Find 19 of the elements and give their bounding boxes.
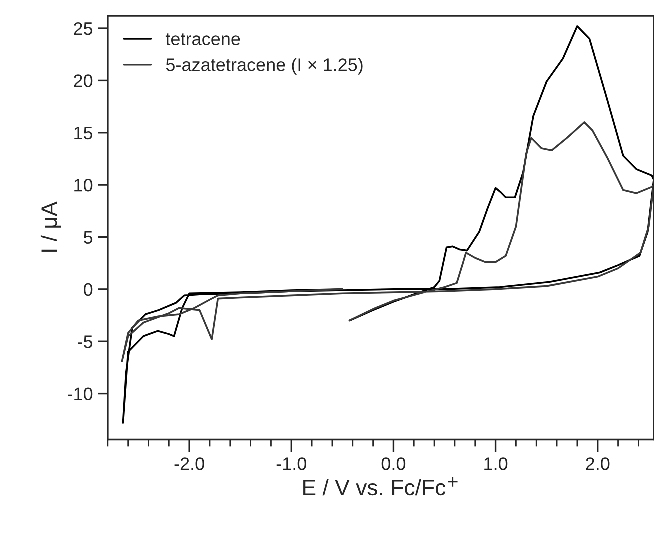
legend-label: 5-azatetracene (I × 1.25)	[166, 58, 363, 75]
x-tick-label: 2.0	[586, 458, 610, 470]
x-tick-label: 1.0	[484, 458, 508, 470]
line-series	[121, 122, 654, 362]
x-tick-label: -1.0	[276, 458, 306, 470]
y-tick-label: -5	[78, 336, 93, 348]
y-tick-label: 10	[74, 179, 93, 192]
y-axis-title: I / μA	[40, 202, 62, 252]
y-tick-label: -10	[68, 388, 93, 401]
x-axis-title: E / V vs. Fc/Fc$^{+}$	[304, 477, 458, 496]
y-tick-label: 0	[84, 283, 93, 296]
y-tick-label: 5	[84, 231, 93, 244]
line-series	[122, 26, 654, 424]
y-tick-label: 25	[74, 22, 93, 36]
y-tick-label: 15	[74, 127, 93, 140]
legend-label: tetracene	[166, 34, 240, 46]
x-tick-label: 0.0	[382, 458, 406, 470]
y-tick-label: 20	[74, 74, 93, 88]
x-tick-label: -2.0	[174, 458, 204, 470]
